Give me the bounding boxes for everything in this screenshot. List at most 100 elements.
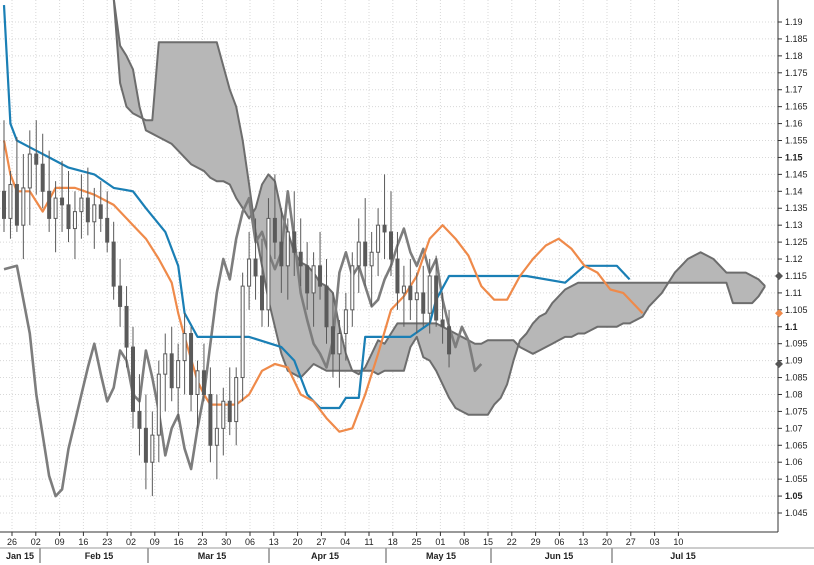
- candle-body: [72, 211, 77, 230]
- candle-body: [260, 275, 264, 311]
- candle: [111, 221, 116, 300]
- price-marker: [775, 360, 783, 369]
- candle: [105, 191, 110, 253]
- candle: [72, 191, 77, 260]
- candlesticks: [2, 120, 452, 497]
- candle-body: [318, 265, 323, 287]
- candle: [337, 319, 342, 388]
- y-tick-label: 1.105: [785, 305, 808, 315]
- candle-body: [131, 346, 135, 412]
- y-tick-label: 1.08: [785, 389, 803, 399]
- candle-body: [253, 258, 258, 277]
- candle-body: [337, 333, 342, 355]
- candle: [208, 367, 213, 463]
- candle: [369, 231, 374, 307]
- x-tick-label: 20: [293, 537, 303, 547]
- candle: [34, 120, 39, 195]
- x-tick-label: 11: [364, 537, 373, 547]
- candle: [318, 231, 323, 300]
- x-month-label: Jun 15: [545, 551, 574, 561]
- candle-body: [266, 217, 271, 311]
- y-tick-label: 1.13: [785, 220, 803, 230]
- candle-body: [176, 360, 181, 389]
- candle: [247, 231, 252, 310]
- x-tick-label: 06: [245, 537, 255, 547]
- candle-body: [285, 231, 290, 267]
- candle: [389, 191, 393, 276]
- candle-body: [389, 231, 393, 260]
- y-tick-label: 1.11: [785, 288, 802, 298]
- candle-body: [156, 373, 161, 436]
- candle-body: [105, 217, 110, 243]
- indicator-lines: [2, 5, 644, 498]
- candle: [214, 394, 219, 480]
- candle-body: [98, 204, 103, 219]
- candle-body: [305, 265, 310, 294]
- candle: [40, 133, 45, 209]
- price-markers: [775, 271, 783, 369]
- candle: [376, 208, 381, 276]
- price-marker: [775, 309, 783, 318]
- candle: [350, 252, 355, 327]
- candle-body: [440, 319, 445, 328]
- candle-body: [414, 292, 419, 301]
- candle: [311, 252, 316, 327]
- x-tick-label: 22: [507, 537, 517, 547]
- candle-body: [324, 285, 329, 328]
- x-tick-label: 20: [602, 537, 612, 547]
- candle-body: [111, 241, 116, 287]
- candle: [401, 265, 406, 327]
- senkou-span-a-line: [112, 0, 766, 376]
- candle: [285, 218, 290, 300]
- candle-body: [150, 434, 155, 463]
- y-tick-label: 1.12: [785, 254, 803, 264]
- candle: [156, 360, 161, 463]
- x-month-label: Jul 15: [670, 551, 696, 561]
- candle-body: [21, 187, 26, 226]
- candle: [363, 198, 368, 287]
- kijun-sen-line: [2, 5, 631, 410]
- candle-body: [8, 184, 13, 219]
- candle-body: [311, 265, 316, 294]
- candle-body: [189, 333, 194, 395]
- candle-body: [221, 400, 226, 429]
- y-tick-label: 1.09: [785, 356, 803, 366]
- cloud-fill: [113, 0, 766, 415]
- candle-body: [447, 326, 452, 355]
- candle: [182, 313, 187, 395]
- candle-body: [247, 258, 252, 287]
- x-tick-label: 09: [55, 537, 65, 547]
- candle-body: [47, 190, 52, 219]
- candle-body: [182, 333, 187, 362]
- candle-body: [356, 241, 361, 267]
- candle: [8, 170, 13, 239]
- candle-body: [14, 184, 19, 226]
- candle: [143, 394, 148, 490]
- y-tick-label: 1.18: [785, 51, 803, 61]
- candle: [92, 187, 97, 249]
- candle: [421, 265, 426, 327]
- candle: [2, 120, 6, 232]
- candle-body: [66, 204, 71, 230]
- x-tick-label: 03: [650, 537, 660, 547]
- candle-body: [34, 153, 39, 165]
- y-tick-label: 1.17: [785, 85, 803, 95]
- candle-body: [201, 370, 206, 395]
- candle: [98, 181, 103, 232]
- candle-body: [2, 190, 6, 219]
- y-tick-label: 1.135: [785, 203, 808, 213]
- candle: [85, 167, 90, 236]
- candle: [298, 218, 303, 287]
- candle-body: [240, 285, 245, 379]
- candle: [66, 170, 71, 243]
- candle: [221, 387, 226, 456]
- candle: [60, 160, 65, 232]
- candle-body: [227, 400, 232, 423]
- x-tick-label: 10: [673, 537, 683, 547]
- candle-body: [118, 285, 123, 307]
- candle-body: [279, 241, 284, 267]
- candle-body: [330, 326, 335, 355]
- x-tick-label: 08: [459, 537, 469, 547]
- x-tick-label: 26: [7, 537, 17, 547]
